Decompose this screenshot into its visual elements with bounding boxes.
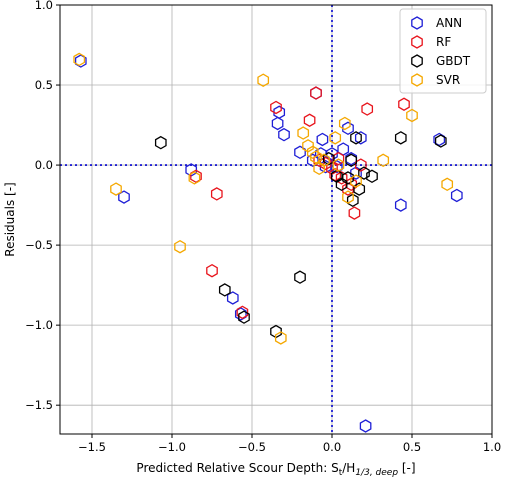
point-gbdt — [350, 131, 362, 145]
point-gbdt — [342, 171, 354, 185]
point-gbdt — [366, 169, 378, 184]
point-gbdt — [346, 193, 359, 208]
point-svr — [441, 177, 454, 192]
point-gbdt — [335, 177, 348, 192]
series-svr — [73, 52, 454, 345]
point-ann — [273, 105, 286, 120]
point-svr — [350, 174, 362, 188]
point-svr — [318, 153, 330, 168]
point-ann — [234, 307, 247, 321]
point-svr — [174, 239, 186, 254]
y-tick-label: −0.5 — [25, 238, 53, 252]
legend: ANN RF GBDT SVR — [399, 8, 487, 94]
legend-box — [399, 8, 487, 94]
point-rf — [335, 171, 348, 185]
point-svr — [406, 108, 418, 123]
point-svr — [73, 52, 86, 67]
point-ann — [294, 145, 306, 160]
point-svr — [110, 182, 122, 196]
point-gbdt — [238, 310, 250, 324]
point-svr — [257, 73, 270, 87]
x-tick-label: −1.5 — [78, 440, 106, 454]
axis-ticks: −1.5 −1.0 −0.5 0.0 0.5 1.0 −1.5 −1.0 −0.5 0.0 0.5 1… — [25, 0, 501, 454]
point-gbdt — [345, 153, 358, 168]
point-svr — [274, 331, 287, 345]
data-points — [73, 52, 463, 433]
legend-marker-gbdt — [411, 54, 423, 68]
x-axis-label-end: [-] — [398, 461, 416, 475]
point-rf — [210, 187, 223, 201]
x-axis-label-main: Predicted Relative Scour Depth: S — [136, 461, 338, 475]
point-rf — [310, 86, 322, 100]
point-ann — [278, 127, 290, 142]
y-tick-label: 0.5 — [35, 78, 53, 92]
point-gbdt — [294, 270, 306, 284]
point-ann — [394, 198, 407, 212]
point-gbdt — [154, 135, 167, 150]
legend-marker-ann — [411, 16, 423, 30]
y-axis-label: Residuals [-] — [3, 182, 17, 256]
point-svr — [332, 158, 345, 172]
legend-label-gbdt: GBDT — [436, 54, 471, 68]
x-tick-label: 0.5 — [403, 440, 421, 454]
x-axis-label: Predicted Relative Scour Depth: St/H1/3,… — [136, 461, 415, 478]
y-tick-label: −1.5 — [25, 398, 53, 412]
point-ann — [345, 151, 358, 166]
point-gbdt — [322, 151, 335, 166]
point-gbdt — [358, 166, 370, 180]
point-svr — [306, 145, 319, 160]
point-gbdt — [218, 283, 231, 297]
point-ann — [74, 54, 87, 68]
x-tick-label: 1.0 — [483, 440, 501, 454]
x-tick-label: −1.0 — [158, 440, 186, 454]
series-gbdt — [154, 131, 447, 339]
legend-marker-rf — [411, 35, 423, 49]
legend-label-rf: RF — [436, 35, 451, 49]
point-rf — [270, 100, 282, 115]
x-tick-label: 0.0 — [323, 440, 341, 454]
plot-frame — [59, 4, 493, 435]
x-axis-label-mid: /H — [342, 461, 355, 475]
point-gbdt — [434, 134, 447, 148]
point-rf — [354, 158, 367, 172]
point-ann — [450, 188, 463, 203]
point-svr — [338, 116, 351, 131]
point-rf — [303, 113, 316, 128]
point-rf — [236, 305, 249, 320]
point-ann — [316, 132, 329, 147]
series-ann — [74, 54, 463, 433]
point-svr — [329, 131, 342, 145]
point-ann — [359, 419, 372, 433]
point-ann — [354, 131, 367, 145]
legend-marker-svr — [411, 73, 423, 87]
point-gbdt — [394, 131, 407, 145]
y-tick-label: 0.0 — [35, 158, 53, 172]
point-ann — [350, 166, 362, 180]
point-rf — [398, 97, 410, 112]
point-rf — [348, 206, 361, 220]
reference-lines — [60, 5, 492, 434]
y-tick-label: −1.0 — [25, 318, 53, 332]
x-axis-label-sub2: 1/3, deep — [355, 468, 398, 478]
y-tick-label: 1.0 — [35, 0, 53, 12]
point-svr — [310, 150, 322, 164]
legend-label-svr: SVR — [436, 73, 460, 87]
point-ann — [271, 116, 284, 131]
point-svr — [313, 161, 326, 176]
point-ann — [342, 121, 354, 136]
point-svr — [297, 126, 310, 140]
x-tick-label: −0.5 — [238, 440, 266, 454]
point-ann — [306, 153, 319, 168]
point-rf — [361, 102, 374, 116]
point-svr — [188, 171, 201, 185]
point-svr — [342, 190, 354, 204]
point-ann — [326, 147, 338, 161]
x-axis-label-sub: t — [339, 468, 343, 478]
legend-label-ann: ANN — [436, 16, 462, 30]
point-svr — [377, 153, 390, 168]
point-rf — [206, 263, 218, 278]
